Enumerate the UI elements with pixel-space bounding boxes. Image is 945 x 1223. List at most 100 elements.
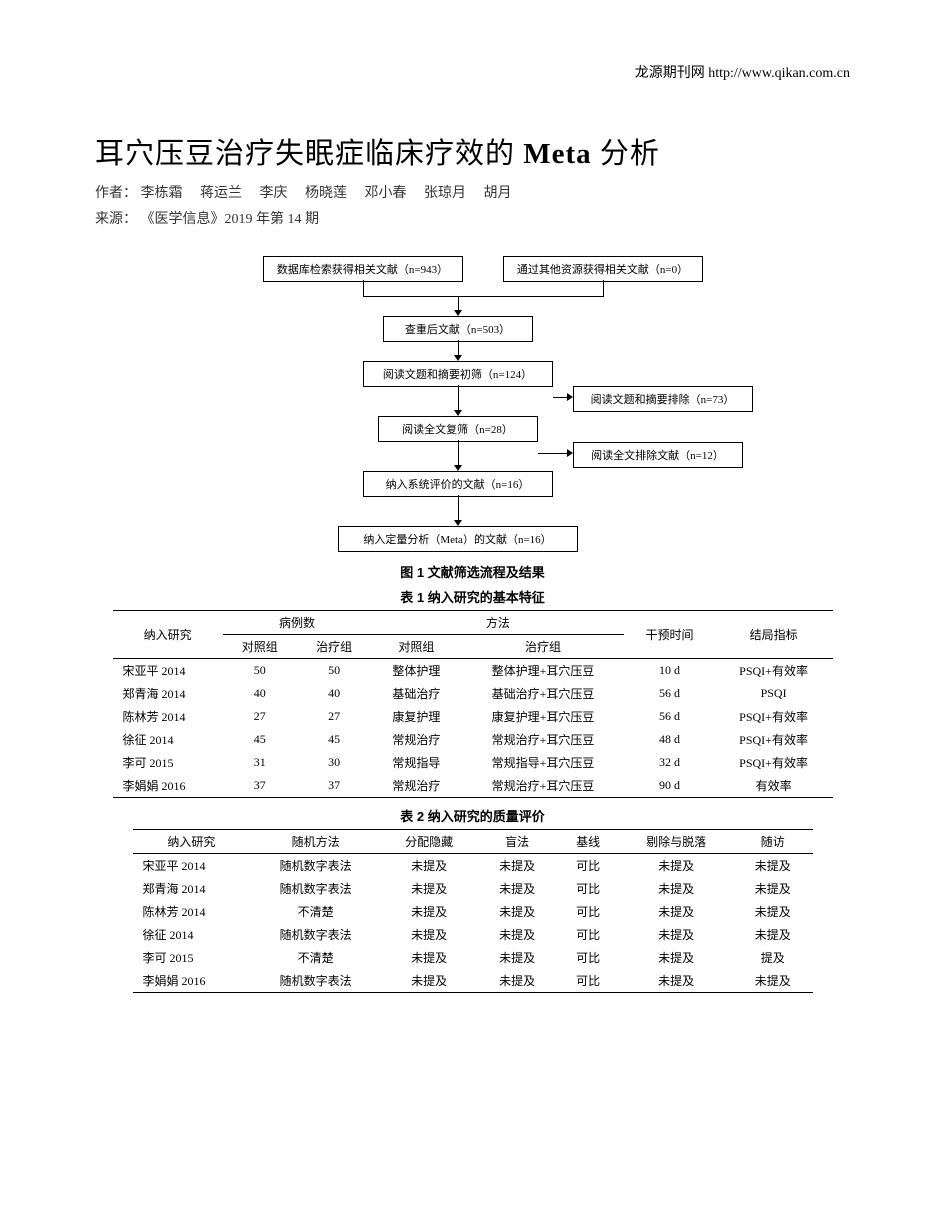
table-cell: 40 xyxy=(297,682,371,705)
t1-h-outcome: 结局指标 xyxy=(715,611,833,659)
source-text: 《医学信息》2019 年第 14 期 xyxy=(141,212,320,227)
table-cell: 可比 xyxy=(557,969,619,993)
table-cell: 随机数字表法 xyxy=(250,877,381,900)
table-cell: 45 xyxy=(223,728,297,751)
table-cell: 李可 2015 xyxy=(113,751,223,774)
table-cell: 未提及 xyxy=(733,854,813,878)
table-cell: 未提及 xyxy=(477,877,557,900)
site-header: 龙源期刊网 http://www.qikan.com.cn xyxy=(635,62,850,82)
table-cell: 随机数字表法 xyxy=(250,969,381,993)
t1-h-time: 干预时间 xyxy=(624,611,714,659)
page-title: 耳穴压豆治疗失眠症临床疗效的 Meta 分析 xyxy=(95,130,850,172)
table-cell: 徐征 2014 xyxy=(113,728,223,751)
table-cell: 56 d xyxy=(624,705,714,728)
table1-caption: 表 1 纳入研究的基本特征 xyxy=(95,587,850,606)
table-cell: 未提及 xyxy=(381,969,478,993)
t2-h-3: 盲法 xyxy=(477,830,557,854)
table-cell: 31 xyxy=(223,751,297,774)
table-cell: 可比 xyxy=(557,900,619,923)
table-cell: 康复护理+耳穴压豆 xyxy=(462,705,625,728)
source-line: 来源： 《医学信息》2019 年第 14 期 xyxy=(95,208,850,228)
table-cell: PSQI+有效率 xyxy=(715,728,833,751)
table-cell: 未提及 xyxy=(381,877,478,900)
table-cell: 48 d xyxy=(624,728,714,751)
table-cell: 37 xyxy=(297,774,371,798)
table-row: 李娟娟 20163737常规治疗常规治疗+耳穴压豆90 d有效率 xyxy=(113,774,833,798)
fc-node-db: 数据库检索获得相关文献（n=943） xyxy=(263,256,463,282)
fc-node-screen1: 阅读文题和摘要初筛（n=124） xyxy=(363,361,553,387)
t1-h-treat-m: 治疗组 xyxy=(462,635,625,659)
table-cell: 未提及 xyxy=(619,877,733,900)
table-cell: 未提及 xyxy=(619,854,733,878)
table-cell: 李娟娟 2016 xyxy=(113,774,223,798)
t1-h-cases: 病例数 xyxy=(223,611,372,635)
table-cell: 未提及 xyxy=(619,900,733,923)
table-cell: 37 xyxy=(223,774,297,798)
table-row: 李可 2015不清楚未提及未提及可比未提及提及 xyxy=(133,946,813,969)
table-cell: 常规指导 xyxy=(371,751,461,774)
table-row: 郑青海 20144040基础治疗基础治疗+耳穴压豆56 dPSQI xyxy=(113,682,833,705)
table-cell: 李娟娟 2016 xyxy=(133,969,251,993)
author-2: 李庆 xyxy=(260,186,288,201)
table-cell: 未提及 xyxy=(477,900,557,923)
author-0: 李栋霜 xyxy=(141,186,183,201)
table-cell: PSQI+有效率 xyxy=(715,659,833,683)
table-cell: 10 d xyxy=(624,659,714,683)
author-line: 作者： 李栋霜 蒋运兰 李庆 杨晓莲 邓小春 张琼月 胡月 xyxy=(95,182,850,202)
table2-header-row: 纳入研究 随机方法 分配隐藏 盲法 基线 剔除与脱落 随访 xyxy=(133,830,813,854)
table-1: 纳入研究 病例数 方法 干预时间 结局指标 对照组 治疗组 对照组 治疗组 宋亚… xyxy=(113,610,833,798)
table-cell: 27 xyxy=(297,705,371,728)
table-cell: 陈林芳 2014 xyxy=(113,705,223,728)
table-cell: 未提及 xyxy=(733,900,813,923)
table-cell: 不清楚 xyxy=(250,900,381,923)
table-cell: 常规治疗 xyxy=(371,728,461,751)
title-suffix: 分析 xyxy=(600,138,660,170)
table-row: 宋亚平 2014随机数字表法未提及未提及可比未提及未提及 xyxy=(133,854,813,878)
table-row: 陈林芳 2014不清楚未提及未提及可比未提及未提及 xyxy=(133,900,813,923)
author-label: 作者： xyxy=(95,186,137,201)
table-cell: 未提及 xyxy=(381,854,478,878)
table-cell: 未提及 xyxy=(381,923,478,946)
t2-h-6: 随访 xyxy=(733,830,813,854)
figure1-caption: 图 1 文献筛选流程及结果 xyxy=(95,562,850,581)
table-cell: 可比 xyxy=(557,877,619,900)
fc-node-excl1: 阅读文题和摘要排除（n=73） xyxy=(573,386,753,412)
fc-node-other: 通过其他资源获得相关文献（n=0） xyxy=(503,256,703,282)
table-cell: 未提及 xyxy=(619,946,733,969)
table-row: 陈林芳 20142727康复护理康复护理+耳穴压豆56 dPSQI+有效率 xyxy=(113,705,833,728)
t2-h-1: 随机方法 xyxy=(250,830,381,854)
table-cell: 常规指导+耳穴压豆 xyxy=(462,751,625,774)
table-row: 李可 20153130常规指导常规指导+耳穴压豆32 dPSQI+有效率 xyxy=(113,751,833,774)
title-latin: Meta xyxy=(523,138,591,170)
author-1: 蒋运兰 xyxy=(200,186,242,201)
table-cell: 随机数字表法 xyxy=(250,923,381,946)
t1-h-study: 纳入研究 xyxy=(113,611,223,659)
author-6: 胡月 xyxy=(484,186,512,201)
table-cell: 未提及 xyxy=(733,877,813,900)
table-cell: 徐征 2014 xyxy=(133,923,251,946)
table-cell: PSQI+有效率 xyxy=(715,705,833,728)
table-cell: 30 xyxy=(297,751,371,774)
t1-h-ctrl-m: 对照组 xyxy=(371,635,461,659)
table-cell: 可比 xyxy=(557,946,619,969)
table-cell: 未提及 xyxy=(381,946,478,969)
table-cell: 随机数字表法 xyxy=(250,854,381,878)
site-label: 龙源期刊网 xyxy=(635,66,705,81)
table-cell: PSQI+有效率 xyxy=(715,751,833,774)
t1-h-treat-n: 治疗组 xyxy=(297,635,371,659)
author-4: 邓小春 xyxy=(365,186,407,201)
t2-h-2: 分配隐藏 xyxy=(381,830,478,854)
table-cell: 基础治疗+耳穴压豆 xyxy=(462,682,625,705)
table-row: 李娟娟 2016随机数字表法未提及未提及可比未提及未提及 xyxy=(133,969,813,993)
table-cell: 整体护理 xyxy=(371,659,461,683)
table-2: 纳入研究 随机方法 分配隐藏 盲法 基线 剔除与脱落 随访 宋亚平 2014随机… xyxy=(133,829,813,993)
source-label: 来源： xyxy=(95,212,137,227)
table-row: 徐征 20144545常规治疗常规治疗+耳穴压豆48 dPSQI+有效率 xyxy=(113,728,833,751)
table-cell: 可比 xyxy=(557,854,619,878)
table-cell: 40 xyxy=(223,682,297,705)
site-url[interactable]: http://www.qikan.com.cn xyxy=(708,66,850,81)
t1-h-method: 方法 xyxy=(371,611,624,635)
author-5: 张琼月 xyxy=(424,186,466,201)
table-cell: 50 xyxy=(223,659,297,683)
table-cell: 90 d xyxy=(624,774,714,798)
